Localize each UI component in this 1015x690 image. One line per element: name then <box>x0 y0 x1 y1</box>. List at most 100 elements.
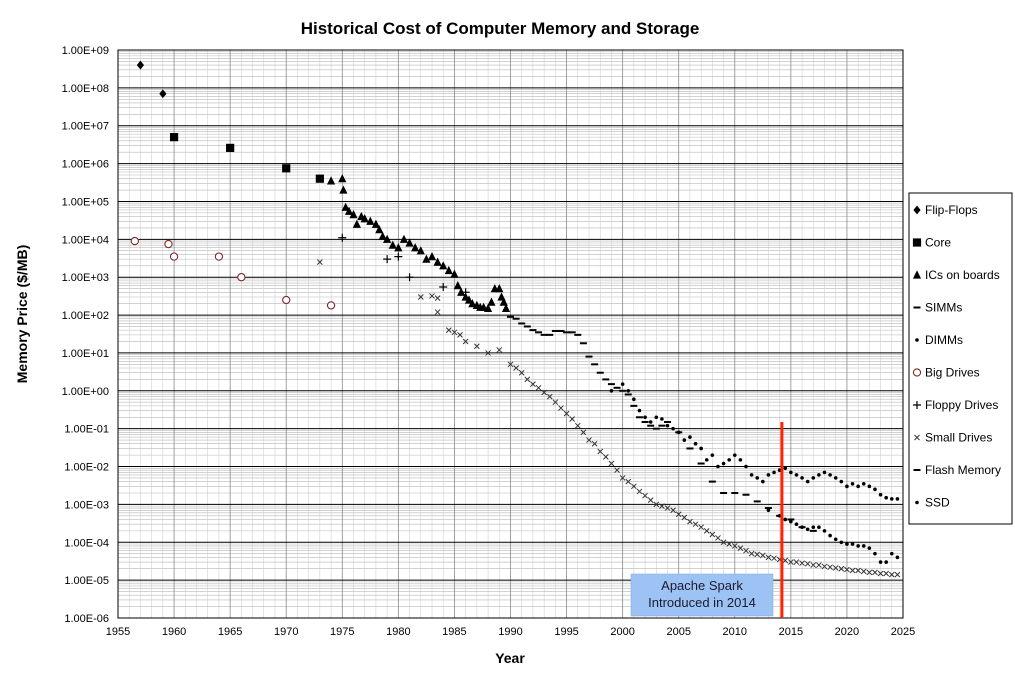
data-point-small-drives <box>619 475 626 481</box>
data-point-small-drives <box>720 539 727 546</box>
data-point-small-drives <box>816 562 822 568</box>
data-point-ics-on-boards <box>487 297 496 306</box>
data-point-small-drives <box>866 569 873 576</box>
data-point-dimms <box>805 479 810 484</box>
legend-label: Small Drives <box>925 431 992 445</box>
data-point-small-drives <box>434 309 441 315</box>
data-point-dimms <box>710 453 715 457</box>
plot-area: 1955 1960 1965 1970 1975 1980 1985 1990 1995 2000… <box>62 45 916 638</box>
data-point-dimms <box>800 476 804 480</box>
legend-marker <box>912 270 922 279</box>
y-tick-label: 1.00E+03 <box>62 272 109 284</box>
data-point-dimms <box>755 476 760 480</box>
data-point-dimms <box>727 458 731 462</box>
data-point-ics-on-boards <box>464 295 474 304</box>
legend-marker <box>915 338 919 342</box>
data-point-ics-on-boards <box>339 185 348 194</box>
series-floppy-drives <box>338 233 470 297</box>
data-point-dimms <box>732 453 737 457</box>
data-point-core <box>315 174 324 183</box>
data-point-small-drives <box>810 562 817 568</box>
x-tick-label: 2020 <box>835 626 859 638</box>
data-point-small-drives <box>872 569 878 576</box>
data-point-ics-on-boards <box>433 257 442 266</box>
data-point-dimms <box>699 446 703 451</box>
data-point-small-drives <box>597 448 604 455</box>
data-point-big-drives <box>164 239 173 249</box>
data-point-dimms <box>817 473 821 477</box>
x-tick-label: 1955 <box>106 626 130 638</box>
data-point-small-drives <box>709 531 716 538</box>
legend-label: Flip-Flops <box>925 203 978 217</box>
x-tick-label: 1995 <box>554 626 578 638</box>
x-tick-label: 1960 <box>162 626 186 638</box>
data-point-small-drives <box>698 524 704 531</box>
data-point-dimms <box>744 464 748 469</box>
data-point-ics-on-boards <box>352 219 361 228</box>
data-point-ssd <box>873 551 877 556</box>
data-point-dimms <box>626 389 631 393</box>
y-tick-label: 1.00E+06 <box>62 159 109 171</box>
data-point-small-drives <box>782 557 789 564</box>
data-point-dimms <box>688 435 692 439</box>
legend-label: Core <box>925 236 951 250</box>
data-point-dimms <box>671 426 675 431</box>
data-point-dimms <box>637 408 642 413</box>
annotation-text: Apache Spark <box>661 578 743 593</box>
data-point-small-drives <box>883 570 890 577</box>
data-point-ics-on-boards <box>388 240 397 249</box>
x-tick-label: 1990 <box>498 626 522 638</box>
data-point-dimms <box>794 473 799 477</box>
data-point-small-drives <box>535 384 542 391</box>
data-point-small-drives <box>451 329 458 336</box>
data-point-small-drives <box>614 467 620 474</box>
x-tick-label: 1965 <box>218 626 242 638</box>
data-point-ics-on-boards <box>439 261 448 270</box>
annotation-box <box>630 573 774 617</box>
data-point-small-drives <box>653 501 660 508</box>
series-flash-memory <box>675 431 817 532</box>
data-point-dimms <box>660 417 664 421</box>
data-point-small-drives <box>771 555 777 562</box>
x-tick-label: 2015 <box>779 626 803 638</box>
data-point-ics-on-boards <box>450 269 459 278</box>
data-point-dimms <box>845 484 849 489</box>
data-point-ics-on-boards <box>422 254 431 263</box>
legend-marker <box>912 238 922 247</box>
data-point-dimms <box>856 484 860 489</box>
data-point-core <box>226 143 235 152</box>
data-point-dimms <box>632 397 636 402</box>
data-point-floppy-drives <box>439 283 448 292</box>
data-point-big-drives <box>169 252 179 261</box>
series-simms <box>507 315 671 430</box>
data-point-core <box>282 164 291 173</box>
series-small-drives <box>317 259 901 578</box>
data-point-dimms <box>884 495 888 500</box>
data-point-ssd <box>833 537 838 542</box>
legend: Flip-Flops Core ICs on boards SIMMs DIMMs Big… <box>908 192 1013 525</box>
data-point-dimms <box>749 473 754 477</box>
data-point-dimms <box>738 458 743 462</box>
data-point-ssd <box>850 542 855 546</box>
data-point-small-drives <box>496 347 503 353</box>
legend-marker <box>915 500 919 505</box>
legend-label: ICs on boards <box>925 268 1000 282</box>
data-point-dimms <box>665 423 670 428</box>
data-point-small-drives <box>754 551 761 558</box>
data-point-ics-on-boards <box>326 176 336 185</box>
legend-label: SIMMs <box>925 301 962 315</box>
data-point-floppy-drives <box>394 252 403 261</box>
data-point-small-drives <box>737 545 744 551</box>
data-point-dimms <box>828 473 832 477</box>
plot-frame <box>117 49 904 619</box>
data-point-small-drives <box>552 399 559 406</box>
y-tick-label: 1.00E-02 <box>64 462 109 474</box>
x-tick-label: 1985 <box>442 626 466 638</box>
data-point-dimms <box>861 481 866 486</box>
data-point-dimms <box>811 476 816 480</box>
data-point-ics-on-boards <box>366 216 375 225</box>
data-point-small-drives <box>844 566 850 573</box>
data-point-ics-on-boards <box>495 283 504 293</box>
